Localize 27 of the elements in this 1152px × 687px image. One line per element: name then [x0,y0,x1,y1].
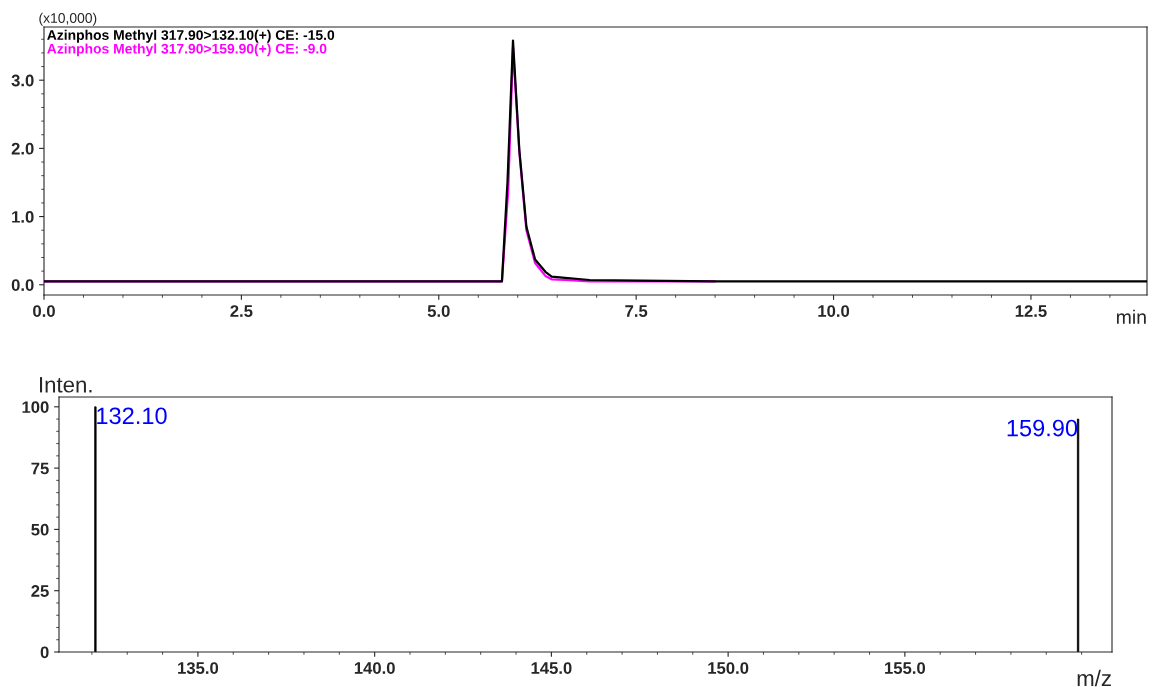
x-axis-title: m/z [1077,669,1111,687]
x-axis-title: min [1116,309,1146,324]
x-tick-label: 155.0 [885,662,926,674]
x-tick-label: 10.0 [818,305,850,317]
annotation: 132.10 [97,407,167,425]
y-tick-label: 50 [31,523,49,536]
y-tick-label: 0.0 [11,279,34,291]
text: Azinphos Methyl 317.90>132.10(+) CE: -15.0 [47,29,335,43]
y-tick-label: 3.0 [11,74,34,87]
y-axis-title: Inten. [39,377,92,393]
x-tick-label: 12.5 [1015,305,1047,317]
y-tick-label: 25 [31,585,49,597]
y-tick-label: 100 [22,401,49,414]
x-tick-label: 140.0 [354,662,395,674]
y-tick-label: 2.0 [11,142,34,155]
x-tick-label: 2.5 [230,305,253,317]
x-tick-label: 150.0 [708,662,749,674]
x-tick-label: 7.5 [625,305,648,317]
y-tick-label: 75 [31,462,49,475]
x-tick-label: 5.0 [427,305,450,317]
y-tick-label: 1.0 [12,210,34,223]
x-tick-label: 135.0 [178,662,219,674]
text: (x10,000) [39,12,97,26]
text: Azinphos Methyl 317.90>159.90(+) CE: -9.0 [47,43,327,57]
annotation: 159.90 [1007,419,1078,437]
y-tick-label: 0 [40,646,49,659]
x-tick-label: 145.0 [531,662,572,674]
